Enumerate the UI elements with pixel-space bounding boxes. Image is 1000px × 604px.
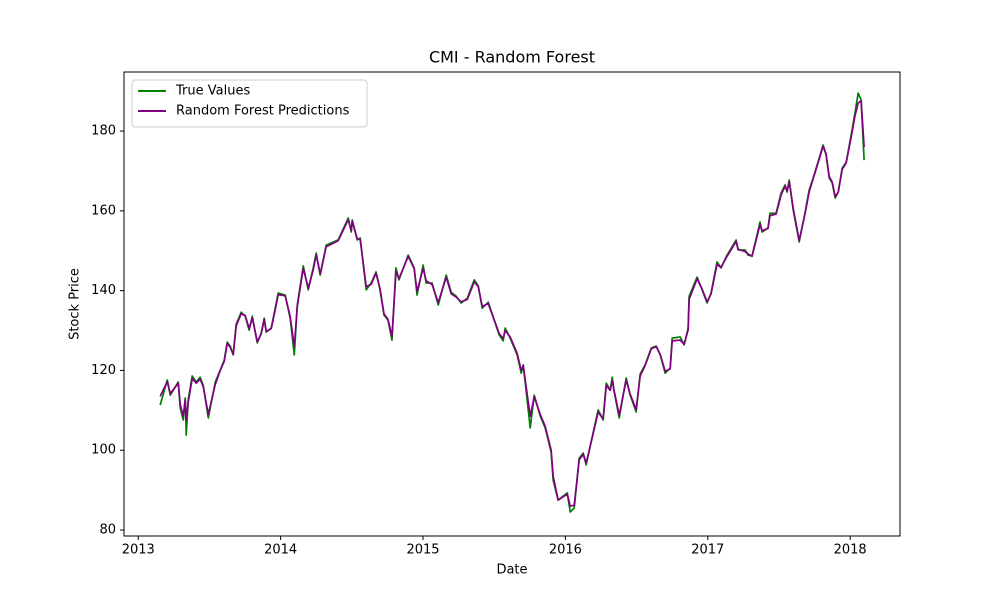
- y-tick-label: 180: [91, 124, 116, 139]
- legend-label: True Values: [175, 84, 250, 99]
- x-tick-label: 2016: [549, 543, 582, 558]
- x-tick-label: 2013: [122, 543, 155, 558]
- x-tick-label: 2017: [691, 543, 724, 558]
- y-tick-label: 100: [91, 443, 116, 458]
- y-tick-label: 140: [91, 283, 116, 298]
- line-series: [159, 99, 865, 507]
- x-tick-label: 2018: [834, 543, 867, 558]
- y-tick-label: 120: [91, 363, 116, 378]
- x-tick-label: 2015: [406, 543, 439, 558]
- plot-frame: [123, 71, 901, 537]
- legend-label: Random Forest Predictions: [176, 104, 350, 119]
- chart-title: CMI - Random Forest: [429, 48, 595, 67]
- x-axis-label: Date: [496, 563, 527, 578]
- legend-box: [131, 79, 368, 128]
- y-tick-label: 80: [99, 523, 116, 538]
- y-axis-label: Stock Price: [68, 268, 83, 340]
- y-tick-label: 160: [91, 203, 116, 218]
- x-tick-label: 2014: [264, 543, 297, 558]
